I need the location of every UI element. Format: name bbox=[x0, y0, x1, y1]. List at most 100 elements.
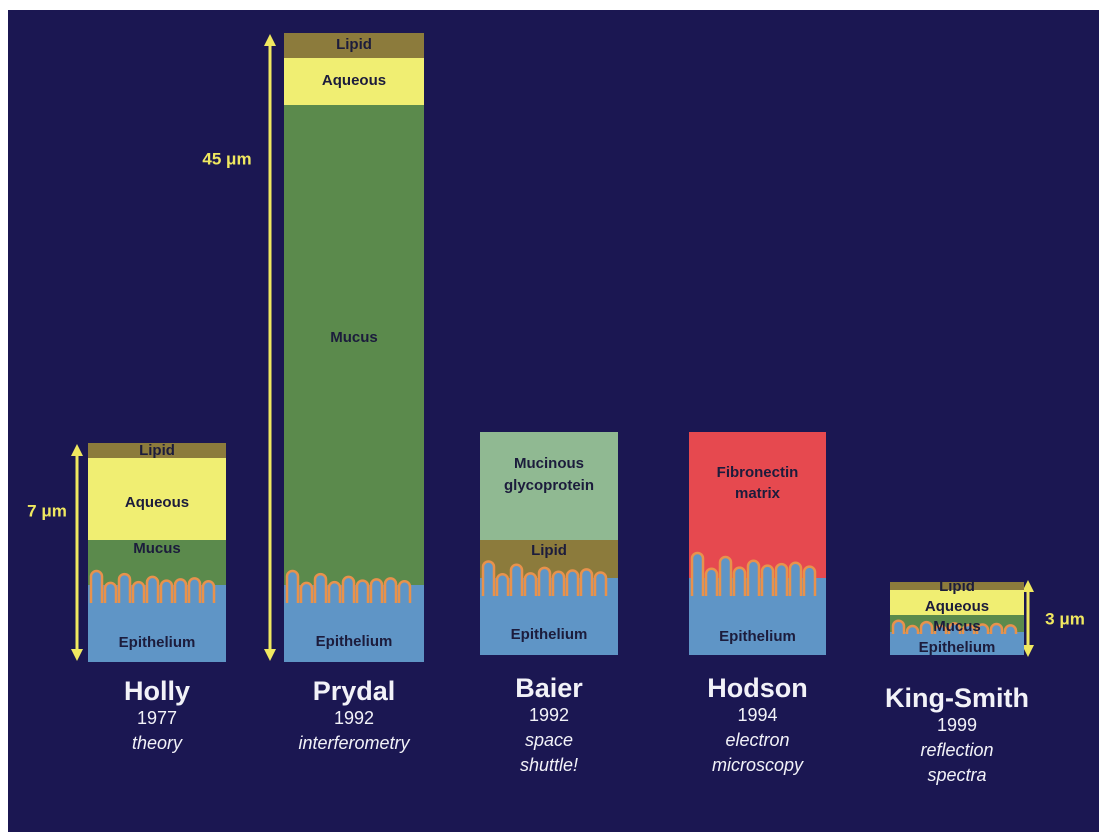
microvillus bbox=[397, 580, 412, 607]
microvillus bbox=[579, 568, 594, 600]
microvillus bbox=[355, 579, 370, 607]
model-name: Hodson bbox=[707, 673, 808, 703]
layer-band bbox=[88, 458, 226, 540]
microvillus bbox=[774, 562, 789, 600]
microvillus bbox=[704, 567, 719, 600]
layer-band bbox=[88, 443, 226, 458]
layer-label: matrix bbox=[735, 485, 781, 502]
model-year: 1977 bbox=[137, 708, 177, 728]
layer-label: Lipid bbox=[139, 442, 175, 459]
layer-band bbox=[284, 58, 424, 105]
microvillus bbox=[509, 563, 524, 600]
layer-label: Fibronectin bbox=[717, 464, 799, 481]
microvillus bbox=[369, 578, 384, 607]
thickness-arrows bbox=[71, 34, 1034, 661]
microvillus bbox=[947, 622, 962, 638]
microvillus bbox=[383, 577, 398, 607]
layer-label: Epithelium bbox=[316, 633, 393, 650]
microvillus bbox=[718, 555, 733, 600]
model-method: reflection bbox=[920, 740, 993, 760]
layer-label: Lipid bbox=[336, 36, 372, 53]
model: Lipid Aqueous Mucus Epithelium King-Smith199… bbox=[885, 578, 1085, 785]
layer-label: Aqueous bbox=[322, 72, 386, 89]
model: Mucinous glycoprotein Lipid Epithelium Baier… bbox=[480, 432, 618, 775]
thickness-label: 7 μm bbox=[27, 501, 67, 520]
epithelium-base bbox=[284, 603, 424, 662]
model-year: 1994 bbox=[737, 705, 777, 725]
microvillus bbox=[919, 620, 934, 638]
layer-label: Mucinous bbox=[514, 455, 584, 472]
microvillus bbox=[961, 623, 976, 638]
microvillus bbox=[1003, 624, 1018, 638]
microvillus bbox=[905, 624, 920, 638]
layer-label: Mucus bbox=[330, 329, 378, 346]
microvillus bbox=[760, 564, 775, 600]
layer-band bbox=[890, 590, 1024, 615]
microvillus bbox=[537, 566, 552, 600]
layer-band bbox=[284, 105, 424, 585]
model-method: space bbox=[525, 730, 573, 750]
microvillus bbox=[690, 551, 705, 600]
microvillus bbox=[187, 577, 202, 607]
model-year: 1999 bbox=[937, 715, 977, 735]
layer-label: Epithelium bbox=[511, 626, 588, 643]
model-method: interferometry bbox=[298, 733, 410, 753]
epithelium-base bbox=[88, 603, 226, 662]
model-method: shuttle! bbox=[520, 755, 578, 775]
microvillus bbox=[173, 578, 188, 607]
model-year: 1992 bbox=[529, 705, 569, 725]
microvillus bbox=[975, 623, 990, 638]
background bbox=[8, 10, 1099, 832]
model-method: electron bbox=[725, 730, 789, 750]
layer-label: Epithelium bbox=[919, 639, 996, 656]
thickness-label: 3 μm bbox=[1045, 609, 1085, 628]
layer-label: Lipid bbox=[531, 542, 567, 559]
microvillus bbox=[313, 572, 328, 607]
layer-label: Epithelium bbox=[119, 634, 196, 651]
microvillus bbox=[732, 566, 747, 600]
layer-label: Epithelium bbox=[719, 628, 796, 645]
microvillus bbox=[565, 569, 580, 600]
epithelium-base bbox=[890, 634, 1024, 655]
microvillus bbox=[327, 580, 342, 607]
microvillus bbox=[117, 572, 132, 607]
microvillus bbox=[145, 575, 160, 607]
layer-label: glycoprotein bbox=[504, 477, 594, 494]
layer-label: Aqueous bbox=[125, 494, 189, 511]
layer-band bbox=[284, 33, 424, 58]
model-method: spectra bbox=[927, 765, 986, 785]
microvillus bbox=[341, 575, 356, 607]
microvillus bbox=[201, 580, 216, 607]
epithelium-base bbox=[480, 596, 618, 655]
layer-band bbox=[689, 432, 826, 578]
microvillus bbox=[593, 571, 608, 600]
layer-label: Lipid bbox=[939, 578, 975, 595]
microvillus bbox=[495, 573, 510, 600]
layer-label: Mucus bbox=[133, 540, 181, 557]
layer-band bbox=[890, 582, 1024, 590]
layer-label: Aqueous bbox=[925, 598, 989, 615]
model-method: microscopy bbox=[712, 755, 804, 775]
thickness-label: 45 μm bbox=[202, 149, 251, 168]
microvillus bbox=[933, 624, 948, 638]
model-name: Prydal bbox=[313, 676, 396, 706]
microvillus bbox=[551, 570, 566, 600]
microvillus bbox=[802, 565, 817, 600]
model-year: 1992 bbox=[334, 708, 374, 728]
microvillus bbox=[788, 561, 803, 600]
model-name: King-Smith bbox=[885, 683, 1029, 713]
layer-label: Mucus bbox=[933, 618, 981, 635]
microvillus bbox=[523, 572, 538, 600]
microvillus bbox=[299, 581, 314, 607]
microvillus bbox=[481, 560, 496, 600]
microvillus bbox=[159, 579, 174, 607]
model-name: Holly bbox=[124, 676, 190, 706]
microvillus bbox=[285, 569, 300, 607]
microvillus bbox=[989, 622, 1004, 638]
epithelium-base bbox=[689, 596, 826, 655]
